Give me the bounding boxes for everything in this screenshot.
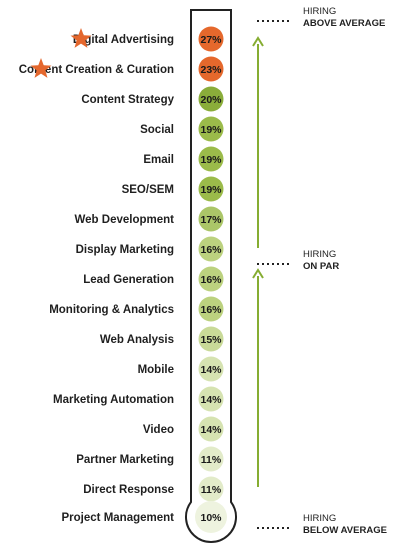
category-label: Lead Generation [83, 274, 174, 286]
band-label-line2: BELOW AVERAGE [303, 525, 387, 536]
category-label: Mobile [138, 364, 174, 376]
upper-arrow-head [252, 36, 264, 47]
value-label: 19% [200, 184, 222, 196]
value-label: 17% [200, 214, 222, 226]
value-bubble [198, 236, 224, 262]
value-label: 16% [200, 274, 222, 286]
value-bubble [198, 296, 224, 322]
value-bubble [198, 56, 224, 82]
band-label-line2: ABOVE AVERAGE [303, 18, 385, 29]
value-bubble [195, 501, 227, 533]
category-label: Display Marketing [76, 244, 174, 256]
category-label: Digital Advertising [73, 34, 174, 46]
value-label: 15% [200, 334, 222, 346]
category-label: Partner Marketing [76, 454, 174, 466]
value-bubble [198, 176, 224, 202]
star-icon [70, 28, 92, 48]
value-label: 14% [200, 364, 222, 376]
row-lead-generation: Lead Generation 16% [83, 266, 224, 292]
category-label: Direct Response [83, 484, 174, 496]
star-icon [30, 58, 52, 78]
category-label: Project Management [62, 512, 175, 524]
band-label-line1: HIRING [303, 6, 336, 17]
band-label-line1: HIRING [303, 513, 336, 524]
value-label: 16% [200, 304, 222, 316]
value-bubble [198, 146, 224, 172]
category-label: SEO/SEM [122, 184, 174, 196]
chart-rows: Digital Advertising 27% Content Creation &… [19, 26, 227, 533]
row-web-analysis: Web Analysis 15% [100, 326, 224, 352]
row-email: Email 19% [143, 146, 224, 172]
row-content-creation-curation: Content Creation & Curation 23% [19, 56, 224, 82]
lower-arrow-head [252, 268, 264, 279]
row-marketing-automation: Marketing Automation 14% [53, 386, 224, 412]
row-display-marketing: Display Marketing 16% [76, 236, 224, 262]
hiring-arrows [252, 36, 264, 487]
value-bubble [198, 416, 224, 442]
value-bubble [198, 116, 224, 142]
category-label: Web Development [75, 214, 175, 226]
value-bubble [198, 476, 224, 502]
value-label: 16% [200, 244, 222, 256]
band-label-line2: ON PAR [303, 261, 339, 272]
value-label: 20% [200, 94, 222, 106]
value-label: 23% [200, 64, 222, 76]
row-project-management: Project Management 10% [62, 501, 227, 533]
category-label: Content Strategy [81, 94, 174, 106]
value-bubble [198, 266, 224, 292]
row-social: Social 19% [140, 116, 224, 142]
row-web-development: Web Development 17% [75, 206, 224, 232]
value-label: 10% [200, 512, 222, 524]
value-label: 19% [200, 124, 222, 136]
category-label: Monitoring & Analytics [49, 304, 174, 316]
value-bubble [198, 86, 224, 112]
category-label: Web Analysis [100, 334, 174, 346]
row-digital-advertising: Digital Advertising 27% [70, 26, 224, 52]
category-label: Marketing Automation [53, 394, 174, 406]
value-bubble [198, 206, 224, 232]
value-label: 11% [201, 484, 222, 496]
category-label: Email [143, 154, 174, 166]
value-bubble [198, 386, 224, 412]
value-label: 14% [200, 424, 222, 436]
value-bubble [198, 356, 224, 382]
row-monitoring-analytics: Monitoring & Analytics 16% [49, 296, 224, 322]
row-video: Video 14% [143, 416, 224, 442]
row-partner-marketing: Partner Marketing 11% [76, 446, 224, 472]
row-mobile: Mobile 14% [138, 356, 224, 382]
thermometer-tube [185, 9, 237, 543]
thermometer-outline [185, 9, 237, 543]
category-label: Video [143, 424, 174, 436]
category-label: Social [140, 124, 174, 136]
row-seo-sem: SEO/SEM 19% [122, 176, 224, 202]
value-bubble [198, 326, 224, 352]
value-bubble [198, 26, 224, 52]
value-label: 27% [200, 34, 222, 46]
row-direct-response: Direct Response 11% [83, 476, 224, 502]
value-bubble [198, 446, 224, 472]
band-label-line1: HIRING [303, 249, 336, 260]
value-label: 19% [200, 154, 222, 166]
value-label: 11% [201, 454, 222, 466]
row-content-strategy: Content Strategy 20% [81, 86, 224, 112]
value-label: 14% [200, 394, 222, 406]
category-label: Content Creation & Curation [19, 64, 174, 76]
